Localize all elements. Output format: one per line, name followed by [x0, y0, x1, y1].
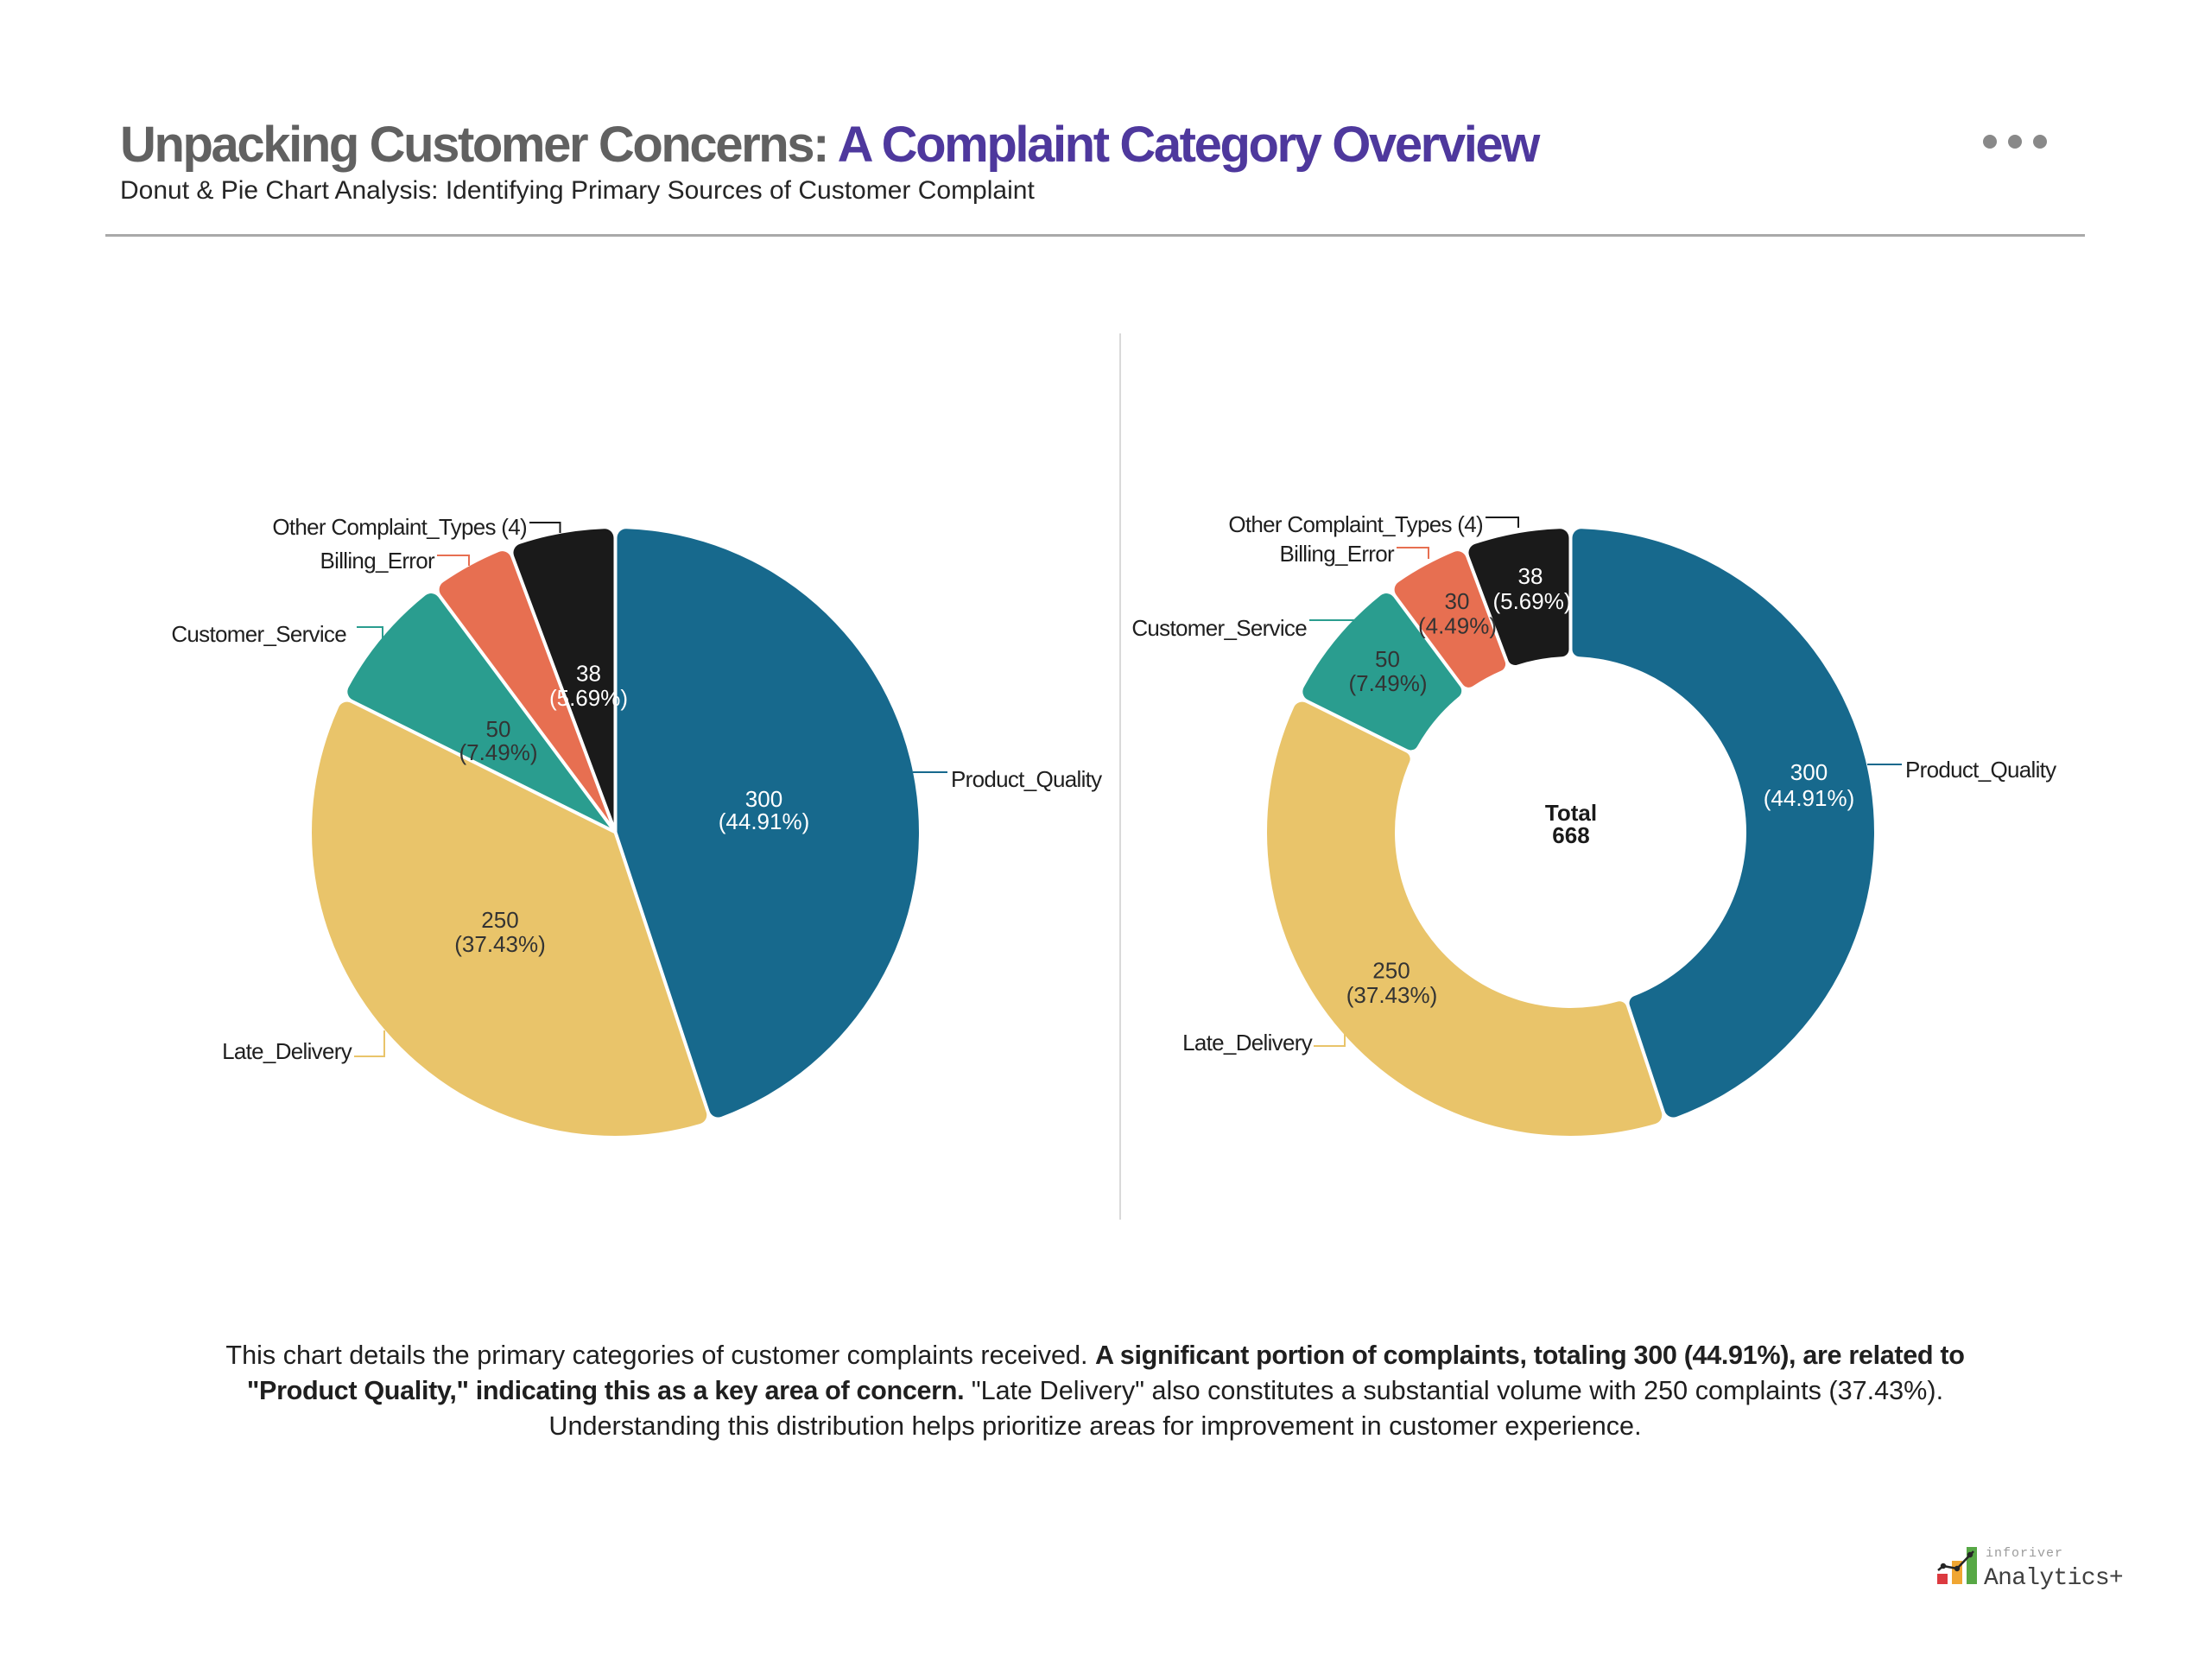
- svg-text:(37.43%): (37.43%): [1346, 982, 1438, 1008]
- svg-text:Customer_Service: Customer_Service: [171, 621, 346, 647]
- svg-text:50: 50: [486, 716, 511, 742]
- svg-text:50: 50: [1375, 646, 1400, 672]
- svg-text:250: 250: [481, 907, 518, 933]
- svg-text:(44.91%): (44.91%): [719, 808, 810, 834]
- svg-text:250: 250: [1372, 958, 1410, 984]
- svg-text:Late_Delivery: Late_Delivery: [1182, 1030, 1313, 1056]
- svg-text:Total: Total: [1545, 800, 1597, 826]
- svg-text:38: 38: [1518, 563, 1543, 589]
- svg-text:Other Complaint_Types (4): Other Complaint_Types (4): [1228, 511, 1483, 537]
- svg-text:Product_Quality: Product_Quality: [1905, 757, 2056, 783]
- svg-text:Customer_Service: Customer_Service: [1131, 615, 1307, 641]
- svg-text:(7.49%): (7.49%): [1348, 670, 1427, 696]
- svg-text:668: 668: [1552, 822, 1589, 848]
- svg-text:Other Complaint_Types (4): Other Complaint_Types (4): [272, 514, 527, 540]
- svg-text:(7.49%): (7.49%): [459, 739, 537, 765]
- svg-text:38: 38: [576, 661, 601, 687]
- svg-text:Product_Quality: Product_Quality: [951, 766, 1102, 792]
- svg-text:(44.91%): (44.91%): [1764, 785, 1855, 811]
- svg-text:Analytics+: Analytics+: [1984, 1565, 2123, 1592]
- svg-text:Billing_Error: Billing_Error: [1279, 541, 1395, 567]
- svg-text:300: 300: [1790, 759, 1828, 785]
- svg-text:(5.69%): (5.69%): [549, 685, 628, 711]
- svg-text:30: 30: [1445, 588, 1470, 614]
- svg-text:(5.69%): (5.69%): [1492, 588, 1571, 614]
- svg-text:(4.49%): (4.49%): [1418, 613, 1497, 639]
- svg-text:(37.43%): (37.43%): [454, 931, 546, 957]
- svg-text:Late_Delivery: Late_Delivery: [222, 1038, 352, 1064]
- svg-text:Billing_Error: Billing_Error: [320, 548, 435, 574]
- svg-text:300: 300: [745, 786, 782, 812]
- svg-text:inforiver: inforiver: [1986, 1546, 2063, 1561]
